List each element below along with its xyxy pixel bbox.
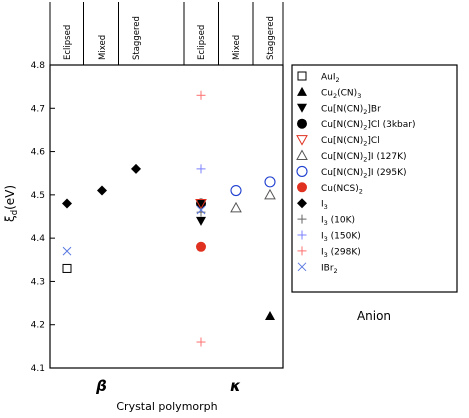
plot-frame	[49, 64, 284, 369]
data-point	[196, 205, 206, 215]
column-label: Staggered	[266, 16, 276, 60]
legend-label: Cu(NCS)2	[321, 184, 363, 196]
legend-marker	[297, 118, 307, 129]
legend-label: AuI2	[321, 73, 340, 85]
column-label: Staggered	[132, 16, 142, 60]
legend-item: Cu(NCS)2	[297, 182, 363, 195]
legend-label: I3 (150K)	[321, 232, 361, 244]
data-point	[62, 198, 72, 209]
data-point	[97, 185, 107, 196]
x-axis-label: Crystal polymorph	[116, 400, 217, 413]
group-label: β	[95, 377, 107, 395]
data-point	[62, 246, 72, 256]
legend-label: IBr2	[321, 263, 338, 275]
y-tick-label: 4.6	[31, 148, 46, 158]
y-tick-label: 4.5	[31, 191, 45, 201]
data-point	[196, 337, 206, 347]
legend-marker	[297, 182, 307, 193]
legend-label: Cu[N(CN)2]I (127K)	[321, 152, 407, 164]
data-point	[62, 263, 72, 273]
legend-label: Cu[N(CN)2]Cl (3kbar)	[321, 120, 415, 132]
legend-item: I3 (150K)	[297, 230, 361, 244]
legend-marker	[297, 71, 307, 81]
legend-item: Cu[N(CN)2]Br	[297, 103, 381, 116]
legend-marker	[297, 103, 307, 113]
legend-item: I3 (298K)	[297, 246, 361, 259]
legend-item: Cu[N(CN)2]Cl	[296, 135, 380, 148]
y-tick-label: 4.4	[31, 234, 46, 244]
y-tick-label: 4.8	[31, 61, 46, 71]
column-label: Eclipsed	[197, 25, 207, 60]
legend-label: I3 (10K)	[321, 216, 355, 228]
y-axis-label: ξd(eV)	[3, 185, 20, 222]
legend-label: I3	[321, 200, 328, 212]
data-point	[131, 163, 141, 174]
data-point	[264, 188, 276, 200]
legend-marker	[297, 230, 307, 240]
data-point	[264, 176, 276, 188]
legend-marker	[297, 214, 307, 224]
legend-item: I3	[297, 198, 328, 211]
group-label: κ	[230, 377, 241, 395]
data-point	[196, 164, 206, 174]
y-tick-label: 4.3	[31, 277, 45, 287]
data-point	[230, 201, 242, 213]
legend-item: Cu2(CN)3	[297, 86, 361, 100]
data-point	[196, 241, 206, 252]
column-label: Mixed	[232, 35, 242, 60]
data-point	[265, 311, 275, 321]
legend-item: Cu[N(CN)2]I (295K)	[296, 165, 407, 180]
data-point	[230, 184, 242, 197]
legend-item: Cu[N(CN)2]Cl (3kbar)	[297, 118, 415, 132]
legend-label: Cu[N(CN)2]Cl	[321, 136, 380, 148]
column-label: Eclipsed	[63, 25, 73, 60]
legend-label: Cu[N(CN)2]Br	[321, 104, 381, 116]
legend-marker	[297, 246, 307, 256]
legend-marker	[296, 149, 308, 160]
legend-label: Cu[N(CN)2]I (295K)	[321, 168, 407, 180]
data-point	[196, 216, 206, 226]
legend-item: Cu[N(CN)2]I (127K)	[296, 149, 407, 164]
legend-item: AuI2	[297, 71, 340, 85]
legend-item: IBr2	[297, 262, 338, 275]
legend-marker	[296, 135, 308, 146]
legend-label: I3 (298K)	[321, 247, 361, 259]
column-label: Mixed	[98, 35, 108, 60]
y-tick-label: 4.1	[31, 364, 45, 374]
data-point	[196, 90, 206, 100]
legend-label: Cu2(CN)3	[321, 88, 361, 100]
legend-marker	[297, 262, 307, 272]
y-tick-label: 4.2	[31, 321, 45, 331]
legend-item: I3 (10K)	[297, 214, 355, 228]
legend-marker	[297, 86, 307, 96]
legend-marker	[296, 165, 308, 177]
y-tick-label: 4.7	[31, 104, 45, 114]
data-point	[196, 198, 206, 209]
data-point	[195, 199, 207, 210]
data-point	[196, 207, 206, 217]
legend-title: Anion	[357, 309, 391, 323]
legend-box	[291, 64, 458, 293]
legend-marker	[297, 198, 307, 209]
